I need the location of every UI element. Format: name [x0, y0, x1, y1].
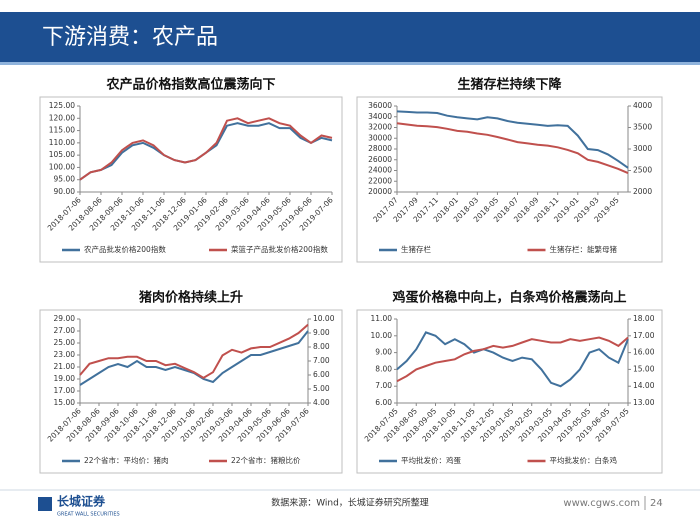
y-tick-label: 120.00: [49, 113, 75, 122]
series-line: [396, 110, 629, 169]
y-tick-label: 110.00: [49, 138, 75, 147]
y-tick-label: 6.00: [375, 398, 392, 407]
series-line: [396, 336, 629, 383]
y2-tick-label: 15.00: [633, 364, 655, 373]
y2-tick-label: 17.00: [633, 331, 655, 340]
y-tick-label: 25.00: [54, 338, 76, 347]
y-tick-label: 15.00: [54, 398, 76, 407]
y-tick-label: 17.00: [54, 386, 76, 395]
y-tick-label: 36000: [368, 101, 392, 110]
legend-label: 平均批发价：白条鸡: [550, 455, 618, 465]
y2-tick-label: 3000: [633, 144, 652, 153]
y-tick-label: 9.00: [375, 348, 392, 357]
y-tick-label: 28000: [368, 144, 392, 153]
chart-title: 猪肉价格持续上升: [138, 290, 243, 306]
series-line: [79, 117, 333, 181]
series-line: [396, 122, 629, 175]
y-tick-label: 8.00: [375, 364, 392, 373]
logo-en: GREAT WALL SECURITIES: [57, 512, 120, 518]
header-rule: [0, 62, 700, 65]
y2-tick-label: 2000: [633, 187, 652, 196]
y-tick-label: 24000: [368, 166, 392, 175]
y-tick-label: 23.00: [54, 350, 76, 359]
y-tick-label: 90.00: [54, 187, 76, 196]
page-number: 24: [650, 498, 663, 509]
legend-label: 生猪存栏: [401, 244, 431, 254]
header-band: [0, 12, 700, 62]
series-line: [396, 331, 629, 388]
y-tick-label: 7.00: [375, 381, 392, 390]
logo-mark: [38, 497, 52, 511]
y2-tick-label: 2500: [633, 166, 652, 175]
y2-tick-label: 18.00: [633, 314, 655, 323]
legend-label: 22个省市：猪粮比价: [231, 455, 301, 465]
y-tick-label: 10.00: [371, 331, 393, 340]
y2-tick-label: 14.00: [633, 381, 655, 390]
legend-label: 平均批发价：鸡蛋: [401, 455, 461, 465]
chart-title: 农产品价格指数高位震荡向下: [105, 77, 275, 93]
y-tick-label: 22000: [368, 176, 392, 185]
chart-title: 鸡蛋价格稳中向上，白条鸡价格震荡向上: [391, 290, 626, 306]
logo: 长城证券: [57, 494, 106, 509]
chart-panel: [39, 96, 343, 263]
y2-tick-label: 9.00: [313, 328, 330, 337]
y-tick-label: 100.00: [49, 162, 75, 171]
y2-tick-label: 4000: [633, 101, 652, 110]
legend-label: 22个省市：平均价：猪肉: [84, 455, 169, 465]
y-tick-label: 20000: [368, 187, 392, 196]
y-tick-label: 21.00: [54, 362, 76, 371]
chart-title: 生猪存栏持续下降: [457, 77, 562, 93]
series-line: [79, 323, 309, 379]
y2-tick-label: 7.00: [313, 356, 330, 365]
y2-tick-label: 3500: [633, 123, 652, 132]
y-tick-label: 115.00: [49, 126, 75, 135]
source: 数据来源：Wind，长城证券研究所整理: [271, 497, 429, 509]
y-tick-label: 34000: [368, 112, 392, 121]
y2-tick-label: 16.00: [633, 348, 655, 357]
y-tick-label: 95.00: [54, 175, 76, 184]
y2-tick-label: 10.00: [313, 314, 335, 323]
y-tick-label: 27.00: [54, 326, 76, 335]
y-tick-label: 32000: [368, 123, 392, 132]
y2-tick-label: 6.00: [313, 370, 330, 379]
legend-label: 生猪存栏：能繁母猪: [550, 244, 618, 254]
y-tick-label: 125.00: [49, 101, 75, 110]
y2-tick-label: 4.00: [313, 398, 330, 407]
y-tick-label: 19.00: [54, 374, 76, 383]
y-tick-label: 11.00: [371, 314, 393, 323]
y-tick-label: 30000: [368, 133, 392, 142]
y2-tick-label: 13.00: [633, 398, 655, 407]
y2-tick-label: 5.00: [313, 384, 330, 393]
y-tick-label: 105.00: [49, 150, 75, 159]
y2-tick-label: 8.00: [313, 342, 330, 351]
y-tick-label: 29.00: [54, 314, 76, 323]
site: www.cgws.com: [563, 498, 640, 509]
chart-panel: [356, 309, 663, 474]
slide-title: 下游消费：农产品: [42, 25, 218, 50]
legend-label: 农产品批发价格200指数: [84, 244, 166, 254]
y-tick-label: 26000: [368, 155, 392, 164]
legend-label: 菜篮子产品批发价格200指数: [231, 244, 328, 254]
